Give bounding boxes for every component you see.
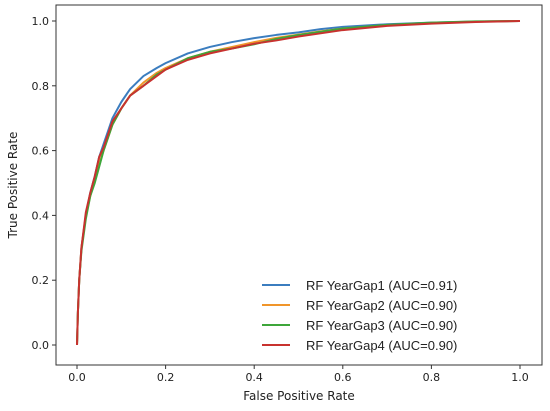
x-tick-label: 0.2: [157, 371, 175, 384]
series-lines: [76, 20, 521, 346]
x-tick-label: 1.0: [511, 371, 529, 384]
series-line-yeargap4: [76, 20, 521, 346]
axis-ticks: 0.0 0.2 0.4 0.6 0.8 1.0 0.0 0.2 0.4 0.6 0.8 1.0: [32, 15, 529, 384]
y-axis-title: True Positive Rate: [6, 132, 20, 240]
x-axis-title: False Positive Rate: [243, 389, 355, 403]
y-tick-label: 1.0: [32, 15, 50, 28]
y-tick-label: 0.4: [32, 209, 50, 222]
legend: RF YearGap1 (AUC=0.91) RF YearGap2 (AUC=0…: [262, 278, 457, 353]
x-tick-label: 0.6: [334, 371, 352, 384]
legend-label-yeargap3: RF YearGap3 (AUC=0.90): [306, 318, 457, 333]
legend-label-yeargap4: RF YearGap4 (AUC=0.90): [306, 338, 457, 353]
y-tick-label: 0.2: [32, 274, 50, 287]
plot-area: [55, 4, 543, 366]
legend-label-yeargap1: RF YearGap1 (AUC=0.91): [306, 278, 457, 293]
y-tick-label: 0.6: [32, 145, 50, 158]
legend-label-yeargap2: RF YearGap2 (AUC=0.90): [306, 298, 457, 313]
x-tick-label: 0.4: [245, 371, 263, 384]
y-tick-label: 0.8: [32, 80, 50, 93]
x-tick-label: 0.8: [423, 371, 441, 384]
y-tick-label: 0.0: [32, 339, 50, 352]
x-tick-label: 0.0: [68, 371, 86, 384]
